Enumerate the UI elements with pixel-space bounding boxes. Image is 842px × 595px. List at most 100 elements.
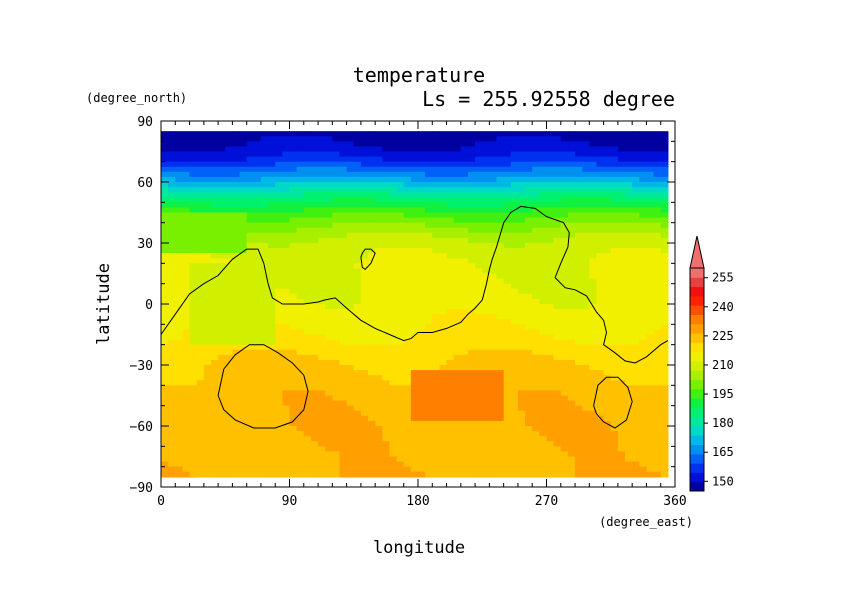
field-cell (332, 385, 341, 392)
field-cell (496, 187, 505, 193)
field-cell (510, 314, 519, 320)
field-cell (189, 263, 198, 270)
field-cell (510, 253, 519, 259)
field-cell (396, 456, 405, 463)
field-cell (439, 166, 448, 173)
field-cell (439, 243, 448, 249)
field-cell (418, 319, 426, 325)
field-cell (268, 461, 276, 468)
field-cell (582, 298, 590, 305)
field-cell (318, 207, 326, 214)
field-cell (368, 334, 376, 341)
field-cell (246, 370, 255, 376)
field-cell (239, 192, 248, 198)
field-cell (210, 359, 219, 366)
field-cell (353, 461, 362, 468)
field-cell (539, 309, 548, 315)
field-cell (625, 471, 633, 478)
field-cell (289, 136, 298, 142)
field-cell (617, 273, 626, 280)
field-cell (589, 339, 598, 346)
field-cell (525, 466, 533, 473)
field-cell (460, 441, 469, 447)
field-cell (318, 248, 326, 254)
field-cell (418, 131, 426, 137)
field-cell (310, 187, 319, 193)
field-cell (403, 283, 412, 290)
field-cell (653, 187, 662, 193)
field-cell (589, 415, 598, 422)
field-cell (232, 359, 241, 366)
field-cell (332, 232, 341, 239)
field-cell (325, 344, 333, 351)
field-cell (639, 176, 648, 183)
field-cell (467, 227, 476, 234)
field-cell (410, 365, 419, 371)
field-cell (210, 441, 219, 447)
field-cell (310, 243, 319, 249)
field-cell (660, 156, 669, 163)
field-cell (639, 365, 648, 371)
field-cell (567, 314, 576, 320)
field-cell (453, 298, 462, 305)
field-cell (617, 426, 626, 432)
field-cell (539, 410, 548, 417)
field-cell (282, 182, 291, 188)
field-cell (346, 441, 355, 447)
field-cell (532, 207, 540, 214)
field-cell (439, 354, 448, 361)
field-cell (582, 370, 590, 376)
field-cell (632, 293, 640, 300)
field-cell (460, 359, 469, 366)
field-cell (403, 385, 412, 392)
field-cell (375, 319, 383, 325)
field-cell (503, 197, 512, 203)
field-cell (360, 192, 369, 198)
field-cell (410, 222, 419, 229)
field-cell (196, 415, 205, 422)
field-cell (646, 339, 655, 346)
field-cell (196, 197, 205, 203)
field-cell (239, 212, 248, 219)
field-cell (610, 456, 619, 463)
field-cell (382, 415, 391, 422)
field-cell (175, 471, 184, 478)
field-cell (446, 354, 455, 361)
field-cell (560, 426, 569, 432)
field-cell (403, 314, 412, 320)
field-cell (161, 410, 169, 417)
field-cell (260, 349, 269, 356)
field-cell (453, 176, 462, 183)
field-cell (632, 146, 640, 153)
field-cell (303, 212, 312, 219)
field-cell (161, 136, 169, 142)
field-cell (639, 136, 648, 142)
field-cell (296, 451, 305, 458)
field-cell (625, 156, 633, 163)
field-cell (275, 324, 283, 331)
field-cell (196, 436, 205, 442)
field-cell (389, 339, 398, 346)
field-cell (453, 354, 462, 361)
field-cell (360, 197, 369, 203)
field-cell (489, 304, 498, 310)
field-cell (382, 461, 391, 468)
field-cell (375, 131, 383, 137)
field-cell (296, 227, 305, 234)
field-cell (546, 436, 555, 442)
field-cell (625, 288, 633, 295)
field-cell (246, 380, 255, 386)
field-cell (553, 187, 562, 193)
field-cell (625, 319, 633, 325)
field-cell (489, 400, 498, 407)
field-cell (653, 451, 662, 458)
field-cell (546, 390, 555, 397)
field-cell (325, 156, 333, 163)
field-cell (496, 171, 505, 178)
field-cell (353, 141, 362, 148)
field-cell (560, 166, 569, 173)
field-cell (168, 237, 176, 244)
field-cell (575, 375, 583, 381)
field-cell (439, 314, 448, 320)
field-cell (432, 334, 441, 341)
